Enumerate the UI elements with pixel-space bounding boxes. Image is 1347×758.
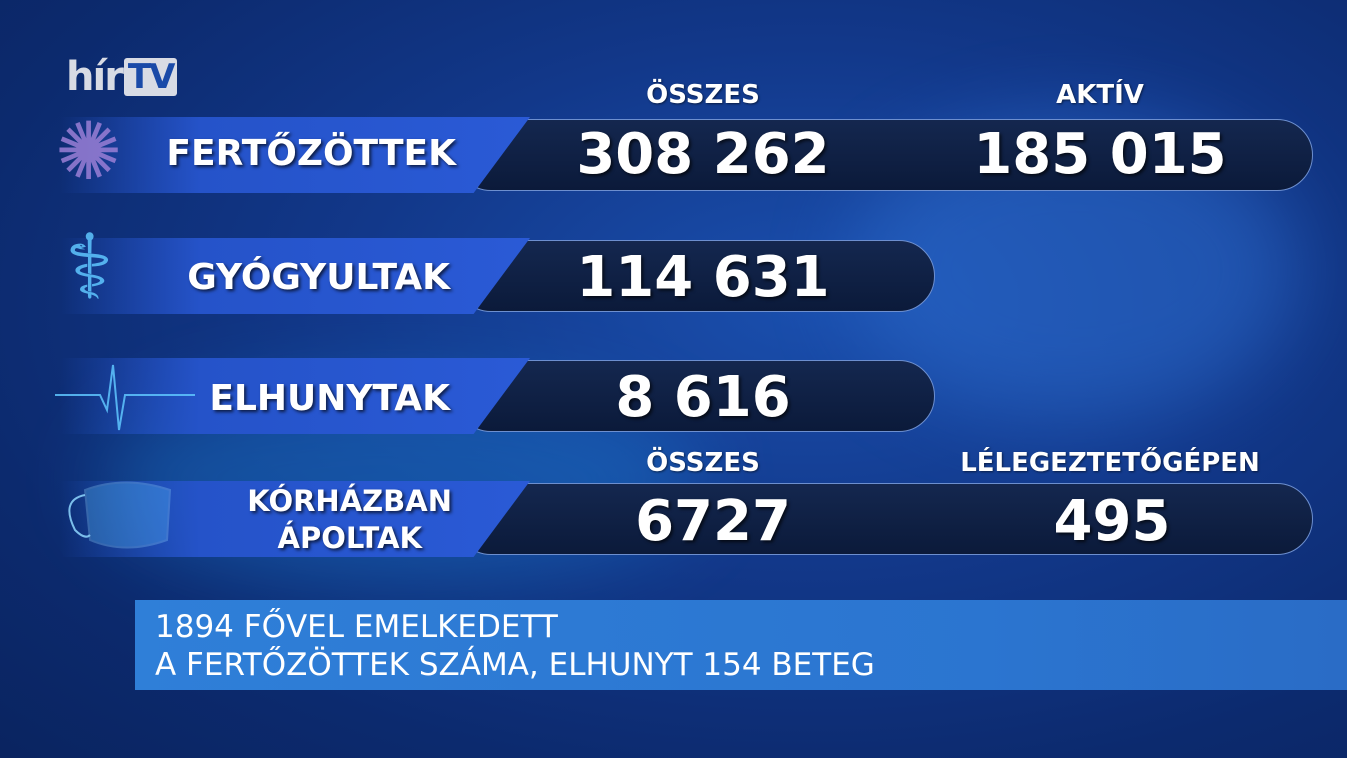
hospital-label-line2: ÁPOLTAK (277, 521, 422, 555)
heartbeat-icon (55, 364, 195, 431)
caduceus-icon: ⚕ (65, 215, 114, 320)
header-hospital-total: ÖSSZES (646, 448, 760, 478)
hirtv-logo: hír TV (66, 54, 178, 100)
infected-label: FERTŐZÖTTEK (166, 133, 456, 174)
recovered-total-value: 114 631 (576, 245, 830, 310)
hospital-label-band (60, 481, 530, 557)
virus-icon: ✺ (55, 105, 123, 198)
hospital-value-panel (455, 483, 1313, 555)
hospital-total-value: 6727 (635, 489, 791, 554)
infected-active-value: 185 015 (973, 122, 1227, 187)
deceased-total-value: 8 616 (615, 365, 791, 430)
infected-value-panel (455, 119, 1313, 191)
deceased-value-panel (455, 360, 935, 432)
hospital-label-line1: KÓRHÁZBAN (247, 484, 452, 518)
recovered-label: GYÓGYULTAK (187, 257, 450, 298)
infected-total-value: 308 262 (576, 122, 830, 187)
recovered-value-panel (455, 240, 935, 312)
header-active: AKTÍV (1056, 80, 1144, 110)
news-ticker-banner: 1894 FŐVEL EMELKEDETT A FERTŐZÖTTEK SZÁM… (135, 600, 1347, 690)
header-ventilator: LÉLEGEZTETŐGÉPEN (960, 448, 1260, 478)
banner-line2: A FERTŐZÖTTEK SZÁMA, ELHUNYT 154 BETEG (155, 647, 875, 683)
deceased-label: ELHUNYTAK (209, 378, 450, 419)
banner-line1: 1894 FŐVEL EMELKEDETT (155, 609, 558, 645)
face-mask-icon (68, 481, 172, 549)
recovered-label-band (60, 238, 530, 314)
infected-label-band (60, 117, 530, 193)
ventilator-value: 495 (1053, 489, 1171, 554)
header-total: ÖSSZES (646, 80, 760, 110)
